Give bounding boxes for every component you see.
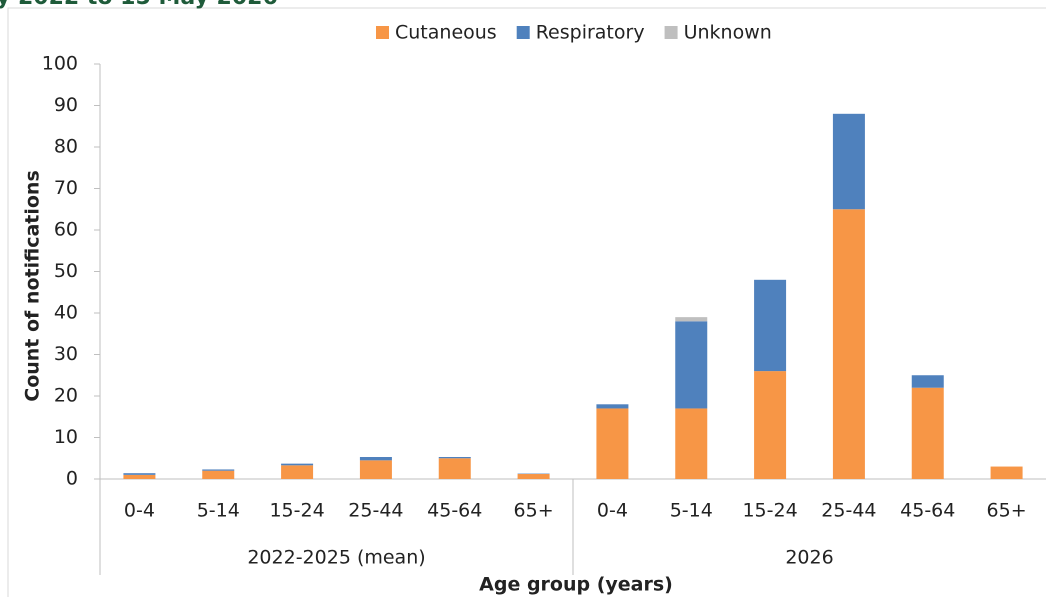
- bar-segment: [675, 321, 708, 409]
- bar-segment: [202, 470, 235, 479]
- x-tick-label: 0-4: [597, 500, 628, 522]
- bar-segment: [754, 371, 787, 479]
- bar-segment: [281, 463, 314, 466]
- legend-label: Respiratory: [536, 22, 645, 44]
- bar-segment: [123, 474, 156, 479]
- x-axis-label: Age group (years): [479, 574, 673, 596]
- x-tick-label: 5-14: [197, 500, 240, 522]
- legend-swatch: [664, 26, 678, 39]
- bar-segment: [596, 404, 629, 409]
- bar-segment: [596, 408, 629, 479]
- bar-segment: [123, 473, 156, 475]
- y-tick-label: 10: [54, 426, 78, 448]
- bar-segment: [832, 209, 865, 479]
- x-tick-label: 15-24: [742, 500, 797, 522]
- x-tick-label: 65+: [514, 500, 554, 522]
- x-tick-label: 25-44: [348, 500, 403, 522]
- legend-swatch: [516, 26, 530, 39]
- bar-segment: [438, 458, 471, 479]
- bar-segment: [675, 408, 708, 479]
- group-label: 2026: [785, 547, 833, 569]
- group-label: 2022-2025 (mean): [247, 547, 425, 569]
- bar-segment: [202, 469, 235, 471]
- y-tick-label: 30: [54, 343, 78, 365]
- x-tick-label: 15-24: [269, 500, 324, 522]
- x-tick-label: 45-64: [427, 500, 482, 522]
- y-tick-label: 70: [54, 177, 78, 199]
- bar-segment: [754, 279, 787, 372]
- y-tick-label: 0: [66, 468, 78, 490]
- bar-segment: [359, 460, 392, 479]
- legend-label: Unknown: [684, 22, 772, 44]
- x-tick-label: 65+: [987, 500, 1027, 522]
- bar-segment: [517, 474, 550, 479]
- bar-segment: [990, 466, 1023, 479]
- y-tick-label: 20: [54, 385, 78, 407]
- bar-segment: [675, 317, 708, 322]
- y-tick-label: 50: [54, 260, 78, 282]
- bar-segment: [438, 457, 471, 459]
- y-tick-label: 80: [54, 136, 78, 158]
- y-tick-label: 40: [54, 302, 78, 324]
- y-tick-label: 60: [54, 219, 78, 241]
- y-axis-label: Count of notifications: [22, 170, 44, 402]
- x-tick-label: 45-64: [900, 500, 955, 522]
- legend-swatch: [376, 26, 389, 39]
- x-tick-label: 0-4: [124, 500, 155, 522]
- bar-segment: [911, 375, 944, 388]
- x-tick-label: 5-14: [670, 500, 713, 522]
- bar-segment: [911, 387, 944, 479]
- chart-frame: [7, 7, 1046, 597]
- y-tick-label: 100: [42, 53, 78, 75]
- bar-segment: [359, 457, 392, 461]
- x-tick-label: 25-44: [821, 500, 876, 522]
- bar-segment: [281, 465, 314, 479]
- legend-label: Cutaneous: [395, 22, 497, 44]
- y-tick-label: 90: [54, 94, 78, 116]
- chart-title: y 2022 to 15 May 2026: [0, 0, 278, 10]
- bar-segment: [832, 113, 865, 210]
